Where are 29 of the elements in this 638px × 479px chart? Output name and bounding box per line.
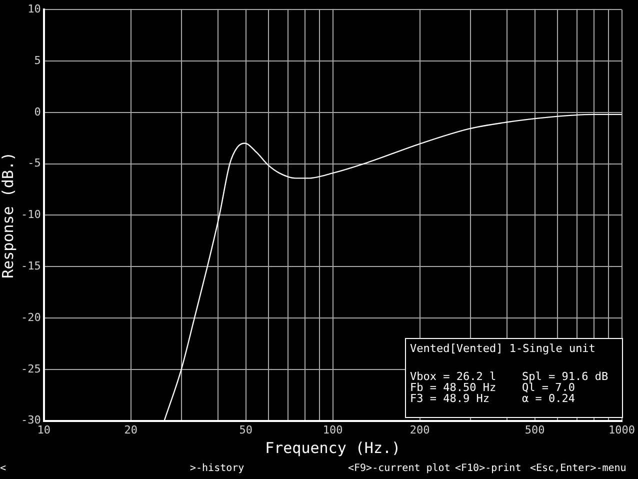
text: < [0,463,6,475]
y-tick-label: -20 [20,310,41,324]
text: <F9>-current plot [348,463,450,475]
x-tick-label: 200 [410,423,430,436]
annotation: Fb = 48.50 Hz [410,381,496,394]
annotation: Spl = 91.6 dB [522,370,608,383]
y-axis-title: Response (dB.) [0,152,17,278]
text: >-history [190,463,244,475]
annotation: Ql = 7.0 [522,381,575,394]
x-axis-title: Frequency (Hz.) [265,438,401,457]
y-tick-label: -25 [20,362,41,376]
x-tick-label: 1000 [608,423,636,436]
y-tick-label: 10 [28,2,41,16]
annotation: α = 0.24 [522,392,575,405]
y-tick-label: -5 [28,156,41,170]
annotation: Vbox = 26.2 l [410,370,496,383]
y-tick-label: -30 [20,414,41,427]
x-tick-label: 100 [322,423,343,436]
x-tick-label: 50 [239,423,252,436]
x-tick-label: 20 [124,423,138,436]
y-tick-label: -15 [20,259,41,272]
y-tick-label: -10 [20,208,41,222]
annotation: F3 = 48.9 Hz [410,392,490,405]
y-tick-label: 5 [34,54,41,67]
text: <F10>-print [455,463,522,475]
x-tick-label: 500 [524,423,545,436]
text: <Esc,Enter>-menu [530,463,626,475]
y-tick-label: 0 [34,105,41,118]
annotation: Vented[Vented] 1-Single unit [410,342,596,355]
